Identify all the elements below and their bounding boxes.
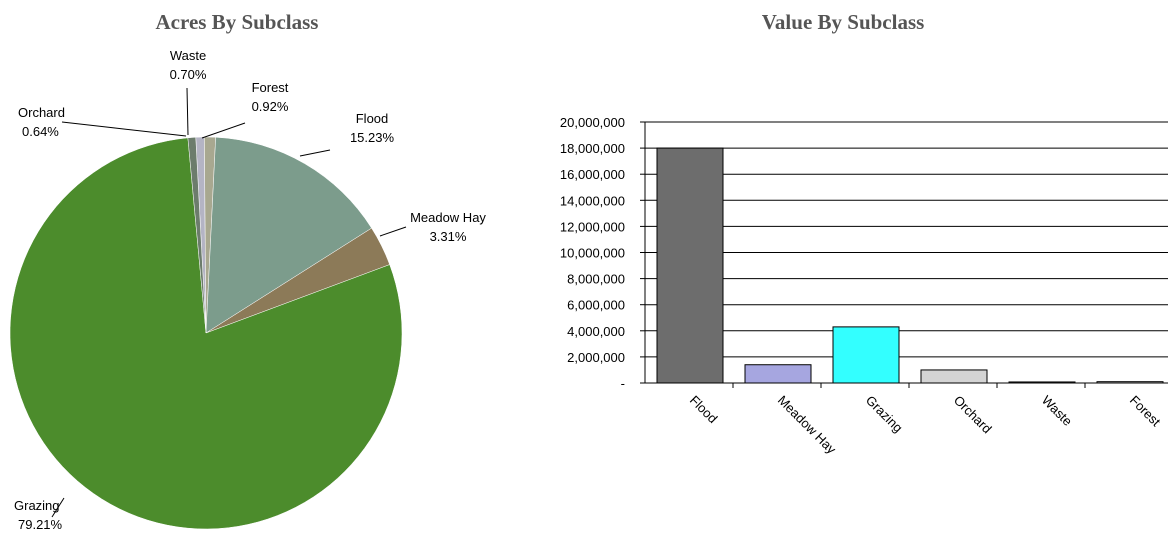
pie-value-label: 3.31% xyxy=(430,229,467,244)
y-tick-label: 12,000,000 xyxy=(560,219,625,234)
y-tick-label: 16,000,000 xyxy=(560,167,625,182)
leader-line xyxy=(187,88,188,135)
x-tick-label: Waste xyxy=(1039,393,1075,429)
x-tick-label: Orchard xyxy=(951,393,995,437)
y-tick-label: 20,000,000 xyxy=(560,115,625,130)
pie-label: Waste xyxy=(170,48,206,63)
y-tick-label: 2,000,000 xyxy=(567,350,625,365)
y-tick-label: 8,000,000 xyxy=(567,272,625,287)
y-tick-label: - xyxy=(621,376,625,391)
pie-title: Acres By Subclass xyxy=(156,10,319,34)
leader-line xyxy=(202,123,245,138)
pie-label: Grazing xyxy=(14,498,60,513)
pie-value-label: 0.64% xyxy=(22,124,59,139)
bar xyxy=(745,365,811,383)
bar xyxy=(1009,382,1075,383)
x-tick-label: Forest xyxy=(1127,393,1164,430)
leader-line xyxy=(380,227,406,236)
pie-label: Meadow Hay xyxy=(410,210,486,225)
y-tick-label: 4,000,000 xyxy=(567,324,625,339)
pie-label: Flood xyxy=(356,111,389,126)
pie-value-label: 79.21% xyxy=(18,517,63,532)
charts: Acres By Subclass Value By Subclass Wast… xyxy=(0,0,1168,544)
bar xyxy=(921,370,987,383)
x-tick-label: Flood xyxy=(687,393,721,427)
page: Acres By Subclass Value By Subclass Wast… xyxy=(0,0,1168,544)
leader-line xyxy=(62,122,186,136)
x-tick-label: Grazing xyxy=(863,393,906,436)
y-tick-label: 10,000,000 xyxy=(560,246,625,261)
pie-label: Forest xyxy=(252,80,289,95)
bar xyxy=(657,148,723,383)
bar xyxy=(833,327,899,383)
pie-value-label: 15.23% xyxy=(350,130,395,145)
y-tick-label: 18,000,000 xyxy=(560,141,625,156)
x-tick-label: Meadow Hay xyxy=(775,393,840,458)
pie-label: Orchard xyxy=(18,105,65,120)
y-tick-label: 6,000,000 xyxy=(567,298,625,313)
leader-line xyxy=(300,150,330,156)
y-tick-label: 14,000,000 xyxy=(560,193,625,208)
bar xyxy=(1097,382,1163,383)
bar-title: Value By Subclass xyxy=(762,10,925,34)
pie-value-label: 0.92% xyxy=(252,99,289,114)
pie-value-label: 0.70% xyxy=(170,67,207,82)
